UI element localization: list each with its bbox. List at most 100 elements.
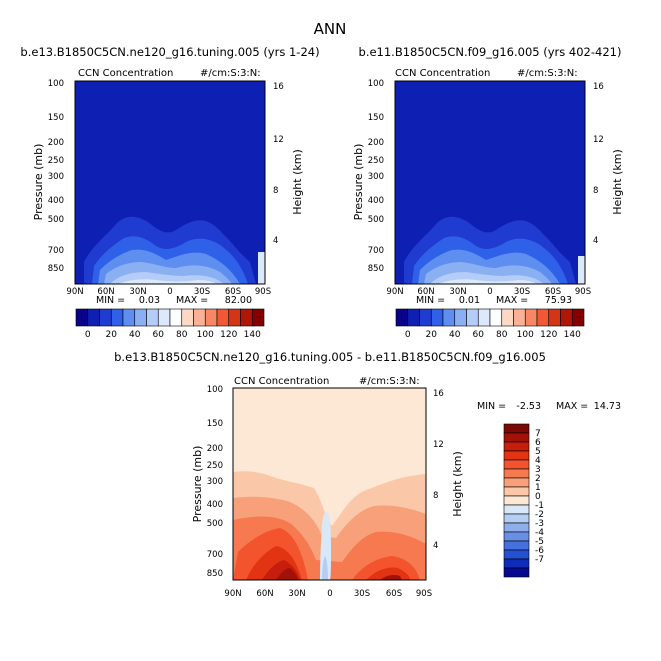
colorbar-label: 60 (153, 330, 165, 340)
panel-1-max-value: 82.00 (225, 295, 252, 306)
colorbar-box (503, 531, 530, 542)
colorbar-box (571, 308, 585, 327)
panel-2-y-tick: 400 (368, 196, 384, 206)
panel-2-x-tick: 30S (514, 287, 530, 297)
panel-1-frame (74, 80, 266, 285)
colorbar-box (466, 308, 479, 327)
panel-2-frame (394, 80, 586, 285)
colorbar-label: -7 (535, 555, 544, 565)
panel-3-y2label: Height (km) (451, 451, 464, 517)
colorbar-box (157, 308, 171, 327)
panel-3-x-tick: 30S (354, 589, 370, 599)
colorbar-box (477, 308, 491, 327)
colorbar-label: 120 (540, 330, 557, 340)
colorbar-label: -5 (535, 537, 544, 547)
panel-3-y-tick: 100 (207, 385, 223, 395)
panel-3-y2-tick: 12 (433, 440, 444, 450)
colorbar-label: 140 (244, 330, 261, 340)
panel-2-colorbar: 0 20 40 60 80 100 120 140 (395, 308, 585, 340)
panel-2-x-tick: 60S (545, 287, 561, 297)
panel-3-x-tick: 30N (288, 589, 305, 599)
colorbar-box (503, 504, 530, 515)
colorbar-box (489, 308, 503, 327)
colorbar-box (548, 308, 561, 327)
panel-1-units: #/cm:S:3:N: (200, 68, 261, 79)
panel-1-y2-ticks: 16 12 8 4 (273, 82, 284, 246)
panel-2: b.e11.B1850C5CN.f09_g16.005 (yrs 402-421… (352, 45, 624, 340)
panel-1-y-tick: 150 (48, 113, 64, 123)
colorbar-box (146, 308, 159, 327)
panel-1-case-title: b.e13.B1850C5CN.ne120_g16.tuning.005 (yr… (20, 45, 319, 59)
panel-2-max-value: 75.93 (545, 295, 572, 306)
panel-1-x-tick: 90S (255, 287, 271, 297)
colorbar-box (503, 468, 530, 479)
panel-2-x-tick: 30N (449, 287, 466, 297)
panel-1-y-tick: 200 (48, 138, 64, 148)
panel-2-y-tick: 200 (368, 138, 384, 148)
panel-3-x-ticks: 90N 60N 30N 0 30S 60S 90S (224, 589, 432, 599)
panel-3-max-label: MAX = (556, 401, 588, 412)
panel-2-y2-tick: 8 (593, 186, 598, 196)
panel-2-y2-ticks: 16 12 8 4 (593, 82, 604, 246)
colorbar-label: 100 (197, 330, 214, 340)
panel-1-y2label: Height (km) (291, 149, 304, 215)
panel-2-south-pole-patch (578, 256, 585, 284)
colorbar-box (536, 308, 550, 327)
colorbar-box (134, 308, 147, 327)
colorbar-box (216, 308, 230, 327)
colorbar-label: 0 (85, 330, 91, 340)
colorbar-box (240, 308, 253, 327)
panel-1-y2-tick: 16 (273, 82, 284, 92)
panel-1-x-tick: 30N (129, 287, 146, 297)
panel-3: b.e13.B1850C5CN.ne120_g16.tuning.005 - b… (114, 350, 621, 599)
panel-1-min-max: MIN = 0.03 MAX = 82.00 (96, 295, 252, 306)
panel-1-y-tick: 100 (48, 79, 64, 89)
panel-3-y-tick: 200 (207, 444, 223, 454)
colorbar-label: 3 (535, 465, 541, 475)
panel-2-min-label: MIN = (416, 295, 445, 306)
colorbar-label: 2 (535, 474, 541, 484)
panel-2-y-tick: 500 (368, 215, 384, 225)
colorbar-label: -6 (535, 546, 544, 556)
panel-1-contour-6 (118, 279, 216, 284)
panel-3-x-tick: 90S (416, 589, 432, 599)
colorbar-box (169, 308, 183, 327)
panel-3-y2-tick: 8 (433, 491, 438, 501)
panel-1-max-label: MAX = (176, 295, 208, 306)
panel-2-min-max: MIN = 0.01 MAX = 75.93 (416, 295, 572, 306)
colorbar-box (503, 558, 530, 569)
panel-3-y-tick: 400 (207, 500, 223, 510)
panel-3-frame (232, 387, 427, 581)
panel-1-y-ticks: 100 150 200 250 300 400 500 700 850 (48, 79, 64, 274)
panel-2-contour-6 (438, 279, 536, 284)
colorbar-box (560, 308, 573, 327)
colorbar-box (395, 308, 409, 327)
colorbar-box (407, 308, 420, 327)
panel-2-y2label: Height (km) (611, 149, 624, 215)
panel-2-units: #/cm:S:3:N: (517, 68, 578, 79)
panel-1-x-tick: 0 (167, 287, 172, 297)
colorbar-box (503, 486, 530, 497)
panel-2-case-title: b.e11.B1850C5CN.f09_g16.005 (yrs 402-421… (359, 45, 622, 59)
colorbar-box (503, 423, 530, 434)
colorbar-box (110, 308, 124, 327)
panel-2-y2-tick: 16 (593, 82, 604, 92)
panel-2-x-ticks: 90N 60N 30N 0 30S 60S 90S (386, 287, 591, 297)
colorbar-label: 100 (517, 330, 534, 340)
panel-3-y-tick: 850 (207, 569, 223, 579)
panel-3-max-value: 14.73 (594, 401, 621, 412)
panel-1: b.e13.B1850C5CN.ne120_g16.tuning.005 (yr… (20, 45, 319, 340)
colorbar-box (454, 308, 467, 327)
colorbar-label: 80 (176, 330, 188, 340)
panel-2-y-tick: 150 (368, 113, 384, 123)
colorbar-box (419, 308, 432, 327)
panel-1-y-tick: 300 (48, 172, 64, 182)
colorbar-label: -3 (535, 519, 544, 529)
panel-1-min-value: 0.03 (139, 295, 160, 306)
colorbar-box (503, 450, 530, 461)
panel-3-y-ticks: 100 150 200 250 300 400 500 700 850 (207, 385, 223, 579)
panel-3-contour-10 (380, 575, 402, 580)
panel-1-y-tick: 500 (48, 215, 64, 225)
colorbar-label: 40 (449, 330, 461, 340)
